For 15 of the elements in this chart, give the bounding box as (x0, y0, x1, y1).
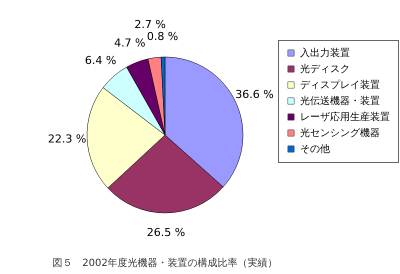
legend-label: 入出力装置 (300, 47, 350, 59)
data-label: 36.6 % (235, 88, 274, 101)
data-label: 4.7 % (114, 36, 146, 50)
text: 図５ 2002年度光機器・装置の構成比率（実績） (52, 256, 278, 269)
data-label: 2.7 % (134, 18, 166, 32)
legend-label: 光伝送機器・装置 (300, 95, 380, 107)
data-label: 6.4 % (84, 54, 116, 68)
legend-label: 光センシング機器 (300, 127, 380, 139)
data-label: 26.5 % (146, 226, 186, 239)
legend-label: レーザ応用生産装置 (300, 111, 390, 123)
data-label: 0.8 % (146, 30, 178, 44)
legend-label: その他 (300, 143, 330, 155)
legend-label: ディスプレイ装置 (300, 79, 380, 91)
legend-label: 光ディスク (300, 63, 350, 75)
data-label: 22.3 % (48, 132, 86, 146)
